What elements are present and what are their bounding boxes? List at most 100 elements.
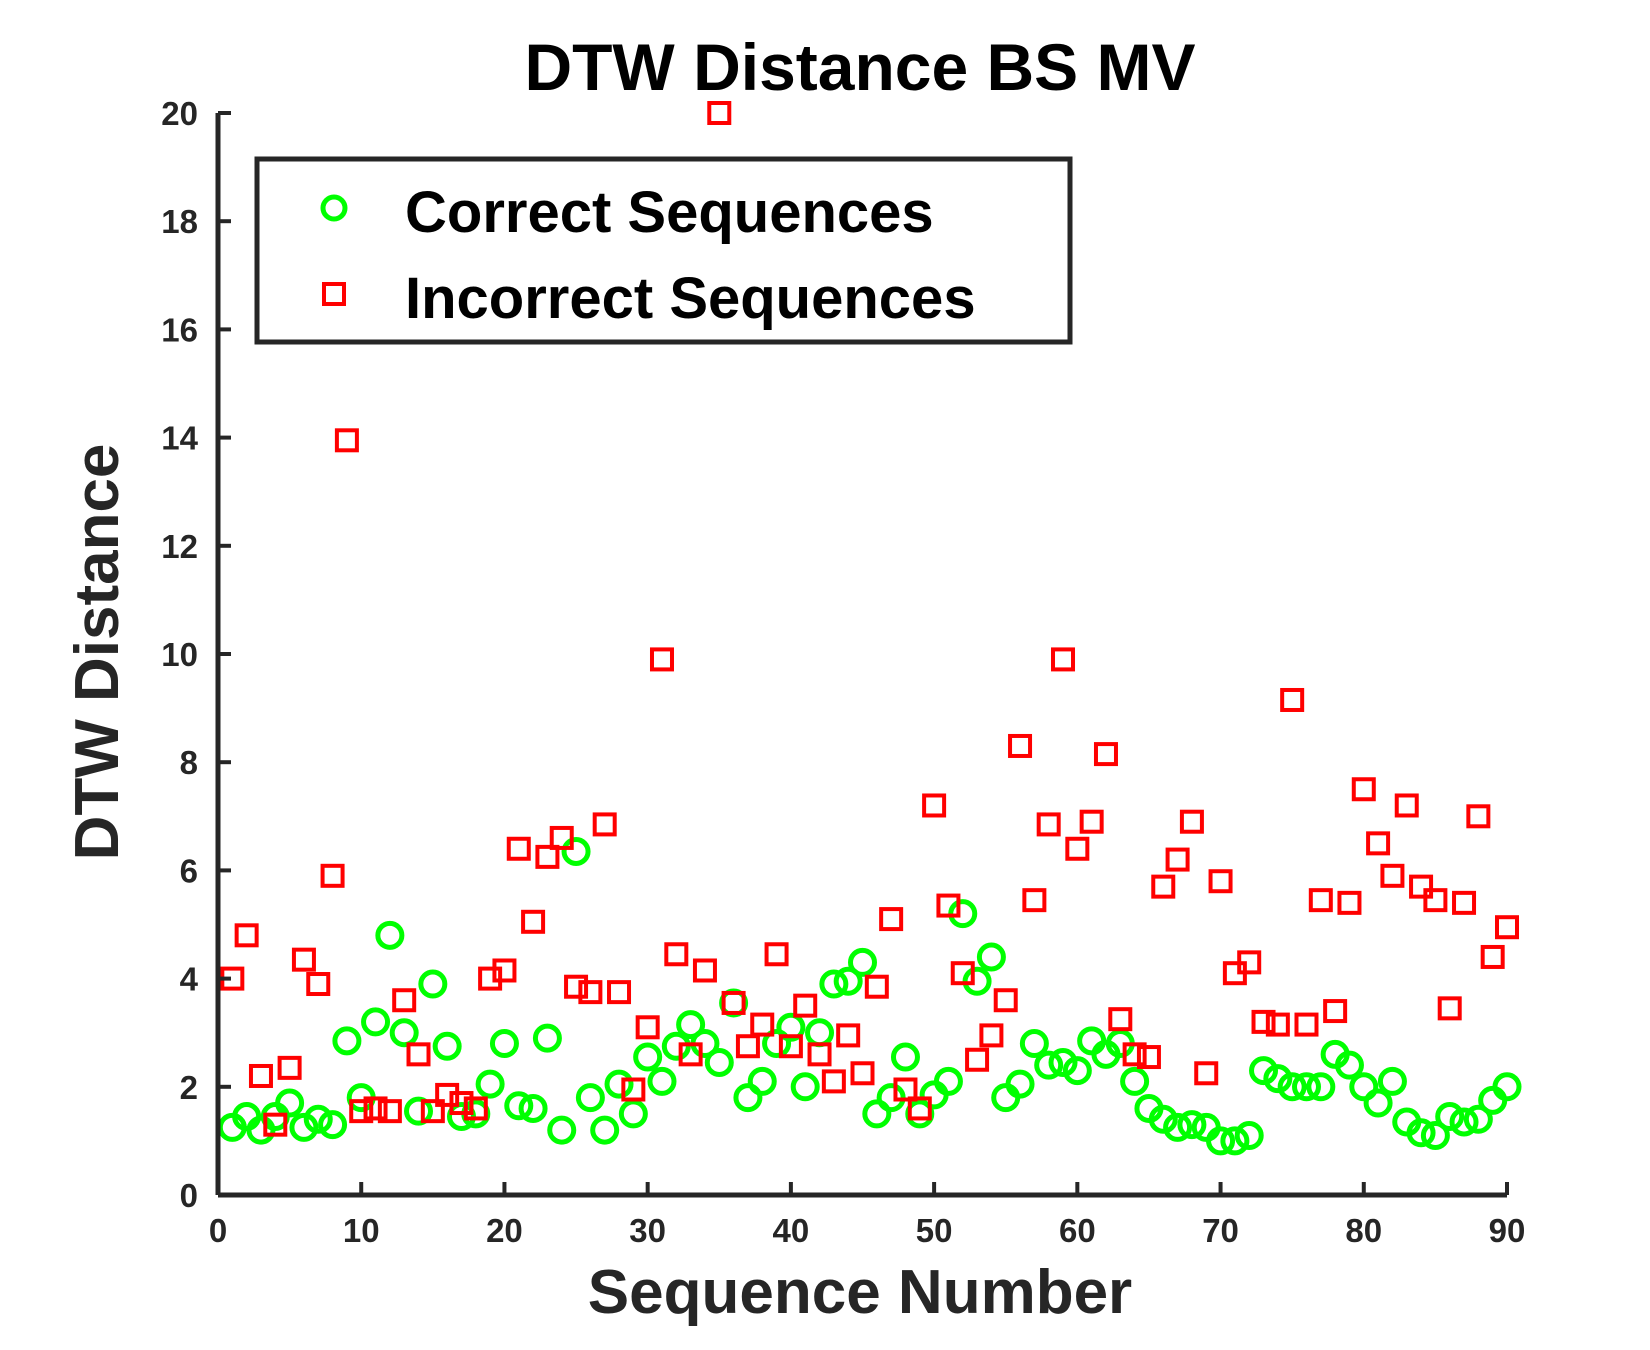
x-tick-label: 0 bbox=[209, 1212, 227, 1249]
correct-sequences-point bbox=[332, 1026, 362, 1056]
incorrect-sequences-point bbox=[979, 1023, 1004, 1048]
incorrect-sequences-point bbox=[664, 942, 689, 967]
correct-sequences-point bbox=[1148, 1104, 1178, 1134]
correct-sequences-point bbox=[289, 1112, 319, 1142]
incorrect-sequences-point bbox=[392, 988, 417, 1013]
correct-sequences-point bbox=[819, 969, 849, 999]
incorrect-sequences-point bbox=[635, 1015, 660, 1040]
correct-sequences-point bbox=[1234, 1120, 1264, 1150]
incorrect-sequences-point bbox=[277, 1055, 302, 1080]
incorrect-sequences-point bbox=[564, 974, 589, 999]
incorrect-sequences-point bbox=[549, 825, 574, 850]
x-tick-label: 30 bbox=[629, 1212, 666, 1249]
correct-sequences-point bbox=[518, 1093, 548, 1123]
legend-box bbox=[254, 156, 1073, 345]
incorrect-sequences-point bbox=[879, 907, 904, 932]
correct-sequences-point bbox=[976, 942, 1006, 972]
incorrect-sequences-point bbox=[807, 1042, 832, 1067]
correct-sequences-point bbox=[762, 1029, 792, 1059]
correct-sequences-point bbox=[604, 1069, 634, 1099]
incorrect-sequences-point bbox=[965, 1047, 990, 1072]
incorrect-sequences-point bbox=[936, 893, 961, 918]
correct-sequences-point bbox=[1034, 1050, 1064, 1080]
incorrect-sequences-point bbox=[1308, 888, 1333, 913]
incorrect-sequences-point bbox=[1437, 996, 1462, 1021]
incorrect-sequences-point bbox=[1466, 804, 1491, 829]
correct-sequences-point bbox=[676, 1010, 706, 1040]
correct-sequences-point bbox=[1277, 1072, 1307, 1102]
incorrect-sequences-point bbox=[1480, 944, 1505, 969]
y-tick-label: 2 bbox=[180, 1069, 198, 1106]
x-tick-label: 20 bbox=[486, 1212, 523, 1249]
y-tick-label: 20 bbox=[161, 95, 198, 132]
correct-sequences-point bbox=[1019, 1029, 1049, 1059]
correct-sequences-point bbox=[318, 1110, 348, 1140]
incorrect-sequences-point bbox=[922, 793, 947, 818]
incorrect-sequences-point bbox=[692, 958, 717, 983]
incorrect-sequences-point bbox=[263, 1112, 288, 1137]
incorrect-sequences-point bbox=[1251, 1009, 1276, 1034]
incorrect-sequences-point bbox=[306, 972, 331, 997]
x-tick-label: 10 bbox=[343, 1212, 380, 1249]
incorrect-sequences-point bbox=[1265, 1012, 1290, 1037]
incorrect-sequences-point bbox=[234, 923, 259, 948]
correct-sequences-point bbox=[1220, 1126, 1250, 1156]
correct-sequences-point bbox=[1406, 1118, 1436, 1148]
correct-sequences-point bbox=[389, 1018, 419, 1048]
incorrect-sequences-point bbox=[420, 1099, 445, 1124]
correct-sequences-point bbox=[776, 1012, 806, 1042]
correct-sequences-point bbox=[275, 1088, 305, 1118]
correct-sequences-point bbox=[418, 969, 448, 999]
incorrect-sequences-point bbox=[334, 428, 359, 453]
incorrect-sequences-point bbox=[291, 947, 316, 972]
correct-sequences-point bbox=[590, 1115, 620, 1145]
y-tick-label: 14 bbox=[161, 420, 198, 457]
correct-sequences-point bbox=[1163, 1112, 1193, 1142]
correct-sequences-point bbox=[1306, 1072, 1336, 1102]
incorrect-sequences-point bbox=[793, 993, 818, 1018]
correct-sequences-point bbox=[1206, 1126, 1236, 1156]
correct-sequences-point bbox=[561, 836, 591, 866]
incorrect-sequences-point bbox=[1452, 890, 1477, 915]
incorrect-sequences-point bbox=[449, 1091, 474, 1116]
correct-sequences-point bbox=[733, 1083, 763, 1113]
y-tick-label: 8 bbox=[180, 744, 198, 781]
incorrect-sequences-point bbox=[578, 980, 603, 1005]
correct-sequences-point bbox=[1492, 1072, 1522, 1102]
incorrect-sequences-point bbox=[1065, 836, 1090, 861]
incorrect-sequences-point bbox=[993, 988, 1018, 1013]
incorrect-sequences-point bbox=[893, 1077, 918, 1102]
correct-sequences-point bbox=[633, 1042, 663, 1072]
incorrect-sequences-point bbox=[1108, 1007, 1133, 1032]
correct-sequences-point bbox=[848, 947, 877, 977]
incorrect-sequences-point bbox=[248, 1063, 273, 1088]
incorrect-sequences-point bbox=[735, 1034, 760, 1059]
incorrect-sequences-point bbox=[1079, 809, 1104, 834]
incorrect-sequences-point bbox=[377, 1099, 402, 1124]
correct-sequences-point bbox=[833, 966, 863, 996]
incorrect-sequences-point bbox=[850, 1061, 875, 1086]
chart-title: DTW Distance BS MV bbox=[524, 30, 1195, 104]
incorrect-sequences-point bbox=[707, 101, 732, 125]
incorrect-sequences-point bbox=[1495, 915, 1519, 940]
y-axis-label: DTW Distance bbox=[63, 444, 132, 861]
correct-sequences-point bbox=[1377, 1066, 1407, 1096]
correct-sequences-point bbox=[475, 1069, 505, 1099]
correct-sequences-point bbox=[504, 1091, 534, 1121]
y-tick-label: 10 bbox=[161, 636, 198, 673]
incorrect-sequences-point bbox=[864, 974, 889, 999]
correct-sequences-point bbox=[704, 1047, 734, 1077]
incorrect-sequences-point bbox=[1136, 1045, 1161, 1070]
incorrect-sequences-point bbox=[1237, 950, 1262, 975]
axes: 0 10 20 30 40 50 60 70 80 90 0 2 4 6 8 10 12 14 16 18 20 bbox=[161, 95, 1525, 1249]
x-tick-label: 40 bbox=[773, 1212, 810, 1249]
incorrect-sequences-point bbox=[1394, 793, 1419, 818]
incorrect-sequences-point bbox=[1036, 812, 1061, 837]
incorrect-sequences-point bbox=[1022, 888, 1047, 913]
incorrect-sequences-point bbox=[1122, 1042, 1147, 1067]
incorrect-sequences-point bbox=[349, 1099, 374, 1124]
incorrect-sequences-point bbox=[1366, 831, 1391, 856]
correct-sequences-point bbox=[1062, 1056, 1092, 1086]
incorrect-sequences-point bbox=[363, 1096, 388, 1121]
